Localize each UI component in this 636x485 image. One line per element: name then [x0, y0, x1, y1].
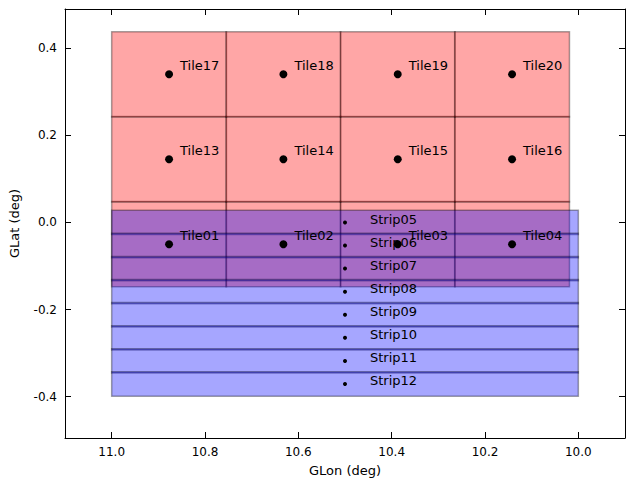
- svg-text:Strip11: Strip11: [370, 350, 417, 365]
- svg-text:10.0: 10.0: [565, 445, 592, 459]
- svg-text:Tile02: Tile02: [293, 228, 333, 243]
- svg-text:10.8: 10.8: [192, 445, 219, 459]
- svg-text:Tile16: Tile16: [522, 143, 562, 158]
- svg-text:Tile17: Tile17: [179, 58, 219, 73]
- svg-text:0.0: 0.0: [38, 215, 57, 229]
- svg-text:0.2: 0.2: [38, 128, 57, 142]
- svg-text:Tile18: Tile18: [293, 58, 333, 73]
- svg-text:11.0: 11.0: [98, 445, 125, 459]
- svg-text:Tile13: Tile13: [179, 143, 219, 158]
- svg-text:-0.4: -0.4: [34, 390, 57, 404]
- svg-text:-0.2: -0.2: [34, 303, 57, 317]
- svg-text:Strip07: Strip07: [370, 258, 417, 273]
- svg-text:Tile15: Tile15: [408, 143, 448, 158]
- svg-text:Tile20: Tile20: [522, 58, 562, 73]
- svg-text:Tile01: Tile01: [179, 228, 219, 243]
- svg-text:Tile19: Tile19: [408, 58, 448, 73]
- svg-text:Tile04: Tile04: [522, 228, 562, 243]
- svg-text:Strip05: Strip05: [370, 212, 417, 227]
- svg-text:Tile03: Tile03: [408, 227, 448, 243]
- svg-text:GLon (deg): GLon (deg): [309, 463, 381, 478]
- svg-text:Strip12: Strip12: [370, 373, 417, 388]
- svg-text:0.4: 0.4: [38, 41, 57, 55]
- svg-text:10.2: 10.2: [472, 445, 499, 459]
- svg-text:10.4: 10.4: [378, 445, 405, 459]
- svg-text:10.6: 10.6: [285, 445, 312, 459]
- svg-text:Strip06: Strip06: [370, 235, 417, 250]
- svg-text:Strip10: Strip10: [370, 327, 417, 342]
- svg-text:Strip08: Strip08: [370, 281, 417, 296]
- svg-text:Strip09: Strip09: [370, 304, 417, 319]
- svg-text:Tile14: Tile14: [293, 143, 333, 158]
- svg-text:GLat (deg): GLat (deg): [7, 189, 22, 258]
